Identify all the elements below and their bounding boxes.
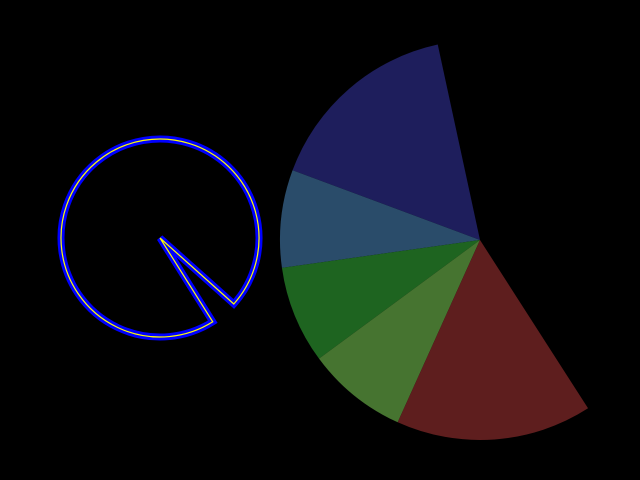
pie-slice-5 — [397, 240, 589, 440]
pie-slice-2 — [280, 170, 480, 268]
pacman-outline-shape — [57, 135, 263, 341]
pie-slice-3 — [281, 240, 480, 359]
pie-slice-1 — [292, 44, 480, 241]
pie-slice-4 — [319, 240, 480, 423]
pie-slices — [280, 44, 589, 440]
outline-yellow-stroke — [60, 138, 260, 338]
